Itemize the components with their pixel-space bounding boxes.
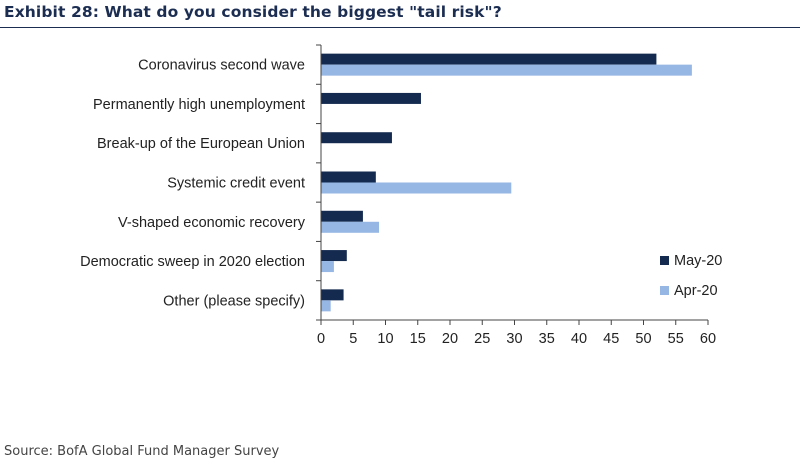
x-tick-label-50: 50 <box>635 331 651 347</box>
category-label-democratic-sweep-in-2020-election: Democratic sweep in 2020 election <box>80 254 305 270</box>
category-label-systemic-credit-event: Systemic credit event <box>167 176 305 192</box>
bar-apr-20-coronavirus-second-wave <box>321 64 692 76</box>
x-tick-label-55: 55 <box>668 331 684 347</box>
x-tick-label-45: 45 <box>603 331 619 347</box>
x-tick-label-15: 15 <box>410 331 426 347</box>
bar-may-20-democratic-sweep-in-2020-election <box>321 250 347 262</box>
x-tick-label-10: 10 <box>377 331 393 347</box>
category-label-coronavirus-second-wave: Coronavirus second wave <box>138 58 305 74</box>
bar-chart: Coronavirus second wave Permanently high … <box>80 44 722 347</box>
bar-apr-20-v-shaped-economic-recovery <box>321 221 380 233</box>
bar-may-20-break-up-of-the-european-union <box>321 132 392 144</box>
bar-may-20-v-shaped-economic-recovery <box>321 210 363 222</box>
bar-apr-20-systemic-credit-event <box>321 182 512 194</box>
x-tick-label-25: 25 <box>474 331 490 347</box>
x-tick-label-60: 60 <box>700 331 716 347</box>
legend-label-apr-20: Apr-20 <box>674 283 718 299</box>
x-tick-label-20: 20 <box>442 331 458 347</box>
legend: May-20 Apr-20 <box>660 253 722 299</box>
bar-may-20-coronavirus-second-wave <box>321 53 657 65</box>
category-label-permanently-high-unemployment: Permanently high unemployment <box>93 97 305 113</box>
bars <box>321 53 692 312</box>
bar-may-20-permanently-high-unemployment <box>321 92 421 104</box>
source-note: Source: BofA Global Fund Manager Survey <box>4 444 280 459</box>
bar-may-20-other-please-specify <box>321 289 344 301</box>
title-divider <box>0 27 800 28</box>
x-tick-labels: 0 5 10 15 20 25 30 35 40 45 50 55 60 <box>317 331 716 347</box>
x-tick-label-0: 0 <box>317 331 325 347</box>
x-tick-label-30: 30 <box>506 331 522 347</box>
bar-apr-20-democratic-sweep-in-2020-election <box>321 261 334 273</box>
legend-swatch-apr-20 <box>660 286 669 295</box>
chart-title: Exhibit 28: What do you consider the big… <box>4 3 502 21</box>
x-tick-label-35: 35 <box>539 331 555 347</box>
category-labels: Coronavirus second wave Permanently high … <box>80 58 306 310</box>
category-label-other-please-specify: Other (please specify) <box>163 293 305 309</box>
category-label-v-shaped-economic-recovery: V-shaped economic recovery <box>118 215 306 231</box>
axes <box>316 44 709 325</box>
legend-swatch-may-20 <box>660 256 669 265</box>
bar-apr-20-other-please-specify <box>321 300 331 312</box>
bar-may-20-systemic-credit-event <box>321 171 376 183</box>
x-tick-label-40: 40 <box>571 331 587 347</box>
category-label-break-up-of-the-european-union: Break-up of the European Union <box>97 136 305 152</box>
x-tick-label-5: 5 <box>349 331 357 347</box>
legend-label-may-20: May-20 <box>674 253 722 269</box>
